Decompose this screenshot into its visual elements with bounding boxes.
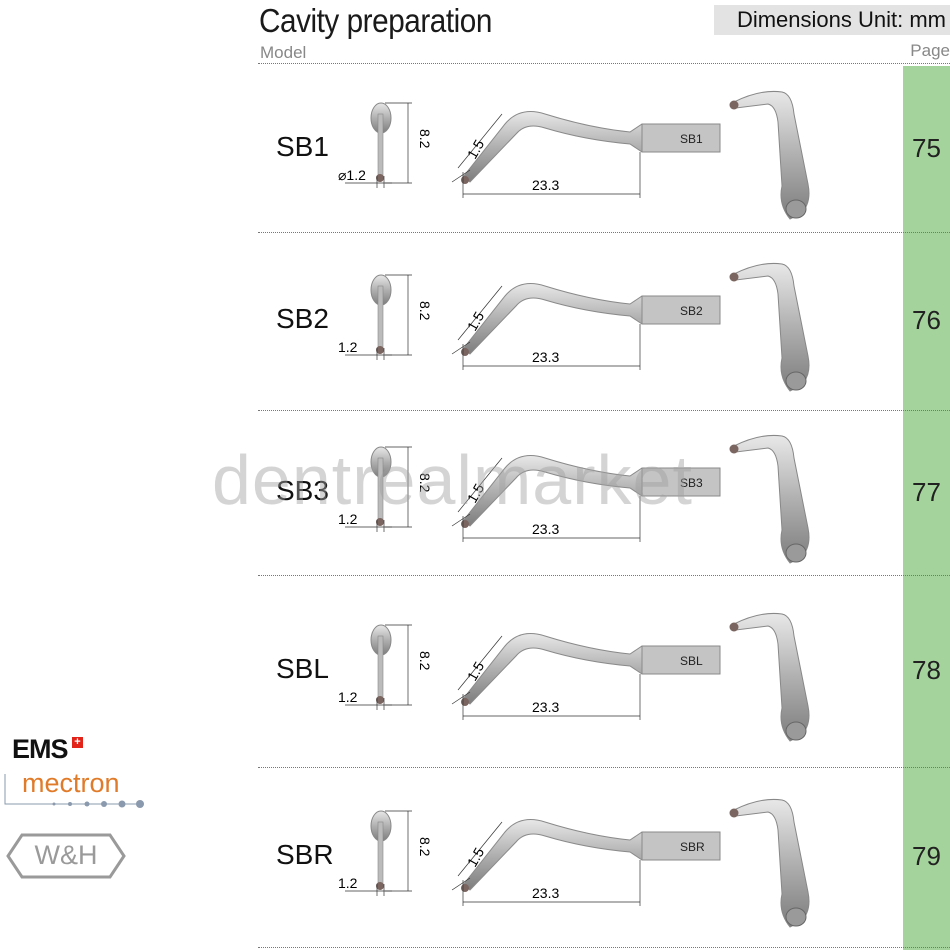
page-number: 78 (912, 655, 941, 685)
tip-height-dimension: 8.2 (417, 301, 433, 321)
instrument-drawing: 8.2 1.2 1.5 23.3 SBL (338, 613, 810, 742)
divider (258, 947, 950, 948)
divider (258, 232, 950, 233)
mectron-logo-text: mectron (22, 768, 120, 798)
wh-hexagon-icon (6, 833, 126, 879)
tip-diameter-dimension: ⌀1.2 (338, 167, 366, 183)
swiss-cross-icon: + (71, 737, 83, 748)
column-header-model: Model (260, 43, 307, 62)
shank-label: SB1 (680, 132, 703, 146)
instrument-drawing: 8.2 ⌀1.2 1.5 23.3 SB1 (338, 91, 810, 220)
length-dimension: 23.3 (532, 177, 559, 193)
wh-logo-text: W&H (34, 840, 98, 870)
page-number: 77 (912, 476, 941, 507)
model-label: SB2 (276, 303, 329, 334)
tip-diameter-dimension: 1.2 (338, 339, 358, 355)
side-view (451, 633, 721, 720)
instrument-drawing: 8.2 1.2 1.5 23.3 SB3 (338, 434, 810, 564)
front-view (345, 624, 412, 710)
divider (258, 767, 950, 768)
length-dimension: 23.3 (532, 521, 559, 537)
side-view (451, 111, 721, 198)
divider (258, 63, 950, 64)
model-label: SBL (276, 653, 329, 684)
divider (258, 575, 950, 576)
mectron-logo: mectron (4, 768, 146, 810)
shank-label: SBR (680, 840, 705, 854)
perspective-view (729, 434, 810, 564)
length-dimension: 23.3 (532, 885, 559, 901)
tip-diameter-dimension: 1.2 (338, 511, 358, 527)
side-view (451, 283, 721, 370)
page-number: 75 (912, 133, 941, 163)
column-header-page: Page (910, 41, 950, 60)
tip-diameter-dimension: 1.2 (338, 875, 358, 891)
ems-logo: EMS + (12, 734, 83, 765)
front-view (345, 810, 412, 896)
perspective-view (729, 613, 810, 742)
tip-height-dimension: 8.2 (417, 473, 433, 493)
tip-height-dimension: 8.2 (417, 837, 433, 857)
page-column (903, 66, 950, 950)
model-label: SB3 (276, 474, 329, 506)
tip-height-dimension: 8.2 (417, 651, 433, 671)
mectron-dots-icon (4, 774, 144, 808)
tip-diameter-dimension: 1.2 (338, 689, 358, 705)
model-label: SB1 (276, 131, 329, 162)
length-dimension: 23.3 (532, 349, 559, 365)
page-number: 76 (912, 305, 941, 335)
front-view (345, 274, 412, 360)
page-title: Cavity preparation (259, 2, 492, 39)
instrument-drawing: 8.2 1.2 1.5 23.3 SBR (338, 799, 810, 928)
side-view (451, 454, 721, 542)
ems-logo-text: EMS (12, 734, 69, 764)
perspective-view (729, 799, 810, 928)
divider (258, 410, 950, 411)
model-label: SBR (276, 839, 334, 870)
units-label: Dimensions Unit: mm (714, 5, 950, 35)
shank-label: SB2 (680, 304, 703, 318)
page-number: 79 (912, 841, 941, 871)
front-view (345, 102, 412, 188)
shank-label: SBL (680, 654, 703, 668)
tip-height-dimension: 8.2 (417, 129, 433, 149)
length-dimension: 23.3 (532, 699, 559, 715)
shank-label: SB3 (680, 476, 703, 490)
perspective-view (729, 263, 810, 392)
side-view (451, 819, 721, 906)
wh-logo: W&H (6, 833, 126, 879)
perspective-view (729, 91, 810, 220)
instrument-drawing: 8.2 1.2 1.5 23.3 SB2 (338, 263, 810, 392)
front-view (345, 446, 412, 532)
